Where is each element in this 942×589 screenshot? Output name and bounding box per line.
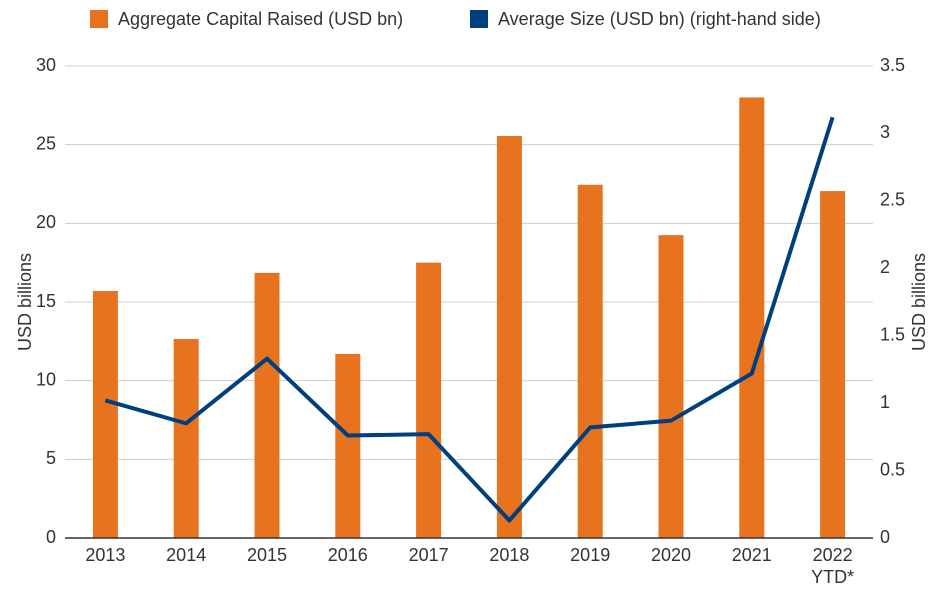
x-tick-label-line: 2022 — [813, 545, 853, 565]
x-tick-label: 2021 — [732, 545, 772, 565]
y-tick-label: 15 — [36, 291, 56, 311]
x-tick-label-line: 2019 — [570, 545, 610, 565]
y2-tick-label: 0 — [880, 527, 890, 547]
x-tick-label-line: 2018 — [489, 545, 529, 565]
y2-tick-label: 0.5 — [880, 459, 905, 479]
x-tick-label-line: 2014 — [166, 545, 206, 565]
bar — [820, 191, 846, 538]
y2-tick-label: 1.5 — [880, 324, 905, 344]
x-tick-label: 2013 — [85, 545, 125, 565]
bar — [577, 184, 603, 538]
bar — [254, 272, 280, 538]
x-tick-label: 2015 — [247, 545, 287, 565]
x-tick-label: 2020 — [651, 545, 691, 565]
bar — [416, 262, 442, 538]
bar — [335, 353, 361, 538]
x-tick-label: 2022 YTD* — [811, 545, 854, 587]
x-tick-label-line: 2013 — [85, 545, 125, 565]
legend-swatch — [90, 10, 108, 28]
y-tick-label: 5 — [46, 448, 56, 468]
y2-tick-label: 3 — [880, 122, 890, 142]
y2-tick-label: 3.5 — [880, 55, 905, 75]
x-tick-label-line: 2015 — [247, 545, 287, 565]
bar — [739, 97, 765, 538]
y-tick-label: 30 — [36, 55, 56, 75]
bar — [173, 338, 199, 538]
x-tick-label: 2018 — [489, 545, 529, 565]
x-tick-label: 2016 — [328, 545, 368, 565]
y2-tick-label: 2 — [880, 257, 890, 277]
bar — [658, 235, 684, 538]
y2-tick-label: 1 — [880, 392, 890, 412]
x-tick-label: 2017 — [409, 545, 449, 565]
legend-label: Aggregate Capital Raised (USD bn) — [118, 9, 403, 29]
x-tick-label-line: 2016 — [328, 545, 368, 565]
y-axis-label: USD billions — [15, 253, 35, 351]
y2-axis-label: USD billions — [909, 253, 929, 351]
legend-swatch — [470, 10, 488, 28]
bar — [92, 290, 118, 538]
x-tick-label-line: 2020 — [651, 545, 691, 565]
x-tick-label-line: 2021 — [732, 545, 772, 565]
y-tick-label: 20 — [36, 212, 56, 232]
y-tick-label: 0 — [46, 527, 56, 547]
y-tick-label: 25 — [36, 133, 56, 153]
x-tick-label-line: 2017 — [409, 545, 449, 565]
x-tick-label: 2014 — [166, 545, 206, 565]
legend-label: Average Size (USD bn) (right-hand side) — [498, 9, 821, 29]
y-tick-label: 10 — [36, 369, 56, 389]
line — [104, 116, 835, 523]
bar — [496, 136, 522, 538]
y2-tick-label: 2.5 — [880, 190, 905, 210]
x-tick-label: 2019 — [570, 545, 610, 565]
x-tick-label-line: YTD* — [811, 567, 854, 587]
